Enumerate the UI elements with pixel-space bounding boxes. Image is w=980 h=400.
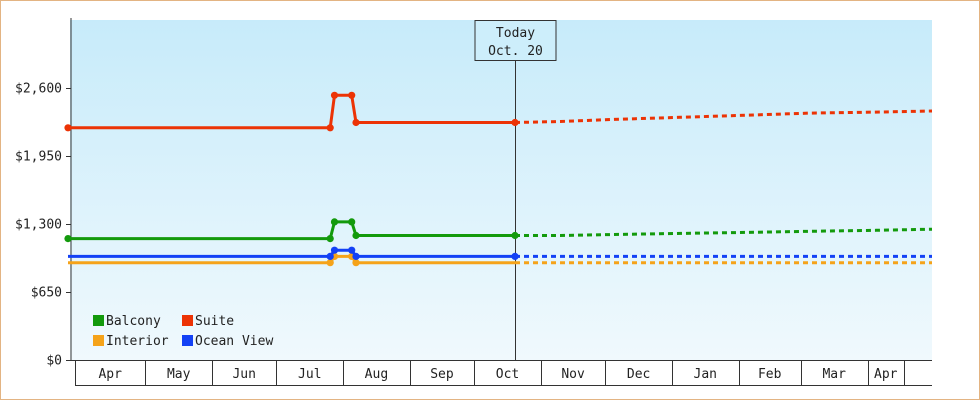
suite-projection-line xyxy=(514,109,933,124)
series-group xyxy=(64,91,933,267)
y-axis: $0 $650 $1,300 $1,950 $2,600 xyxy=(15,18,72,369)
ocean-view-point xyxy=(511,252,519,260)
balcony-point xyxy=(330,218,339,226)
x-tick-label: Apr xyxy=(874,367,898,382)
x-tick-label: Jun xyxy=(232,367,255,382)
y-tick-label: $1,300 xyxy=(15,218,62,233)
balcony-line xyxy=(68,220,515,241)
legend-swatch-suite xyxy=(182,315,193,326)
interior-point xyxy=(326,259,334,267)
x-tick-label: Sep xyxy=(430,367,454,382)
legend: Balcony Suite Interior Ocean View xyxy=(93,314,273,349)
x-tick-label: Jan xyxy=(694,367,717,382)
today-callout-box xyxy=(474,20,557,61)
x-tick-label: Mar xyxy=(822,367,846,382)
interior-line xyxy=(68,254,515,265)
balcony-point xyxy=(352,231,360,240)
x-tick-label: Dec xyxy=(627,367,650,382)
suite-point xyxy=(511,118,519,127)
suite-point xyxy=(352,118,360,127)
legend-swatch-ocean-view xyxy=(182,335,193,346)
balcony-projection-line xyxy=(515,227,933,237)
suite-point xyxy=(330,91,339,99)
balcony-point xyxy=(348,218,356,226)
legend-label-ocean-view: Ocean View xyxy=(195,334,273,349)
interior-point xyxy=(352,259,360,267)
x-tick-label: Apr xyxy=(98,367,122,382)
suite-point xyxy=(348,91,356,99)
legend-label-suite: Suite xyxy=(195,314,234,329)
suite-point xyxy=(64,124,72,132)
ocean-view-point xyxy=(352,252,360,260)
y-tick-label: $650 xyxy=(31,286,62,301)
balcony-point xyxy=(511,231,519,240)
x-tick-label: Feb xyxy=(758,367,782,382)
today-callout-date: Oct. 20 xyxy=(488,44,543,59)
legend-swatch-balcony xyxy=(93,315,104,326)
suite-point xyxy=(326,124,334,132)
suite-line xyxy=(68,93,515,130)
y-tick-label: $2,600 xyxy=(15,82,62,97)
x-axis: Apr May Jun Jul Aug Sep Oct Nov Dec Jan Feb Mar Apr xyxy=(71,360,932,386)
ocean-view-line xyxy=(68,248,515,258)
x-tick-label: Oct xyxy=(496,367,519,382)
x-tick-label: May xyxy=(167,367,191,382)
x-tick-label: Aug xyxy=(365,367,388,382)
plot-area xyxy=(70,20,932,360)
legend-label-interior: Interior xyxy=(106,334,169,349)
ocean-view-point xyxy=(326,252,334,260)
y-tick-label: $0 xyxy=(46,354,62,369)
today-callout-title: Today xyxy=(496,26,535,41)
balcony-point xyxy=(64,235,72,243)
ocean-view-point xyxy=(348,246,356,254)
x-tick-label: Nov xyxy=(561,367,585,382)
today-marker: Today Oct. 20 xyxy=(474,20,557,360)
legend-label-balcony: Balcony xyxy=(106,314,161,329)
balcony-point xyxy=(326,235,334,243)
legend-swatch-interior xyxy=(93,335,104,346)
y-tick-label: $1,950 xyxy=(15,150,62,165)
ocean-view-point xyxy=(330,246,339,254)
x-tick-label: Jul xyxy=(298,367,321,382)
